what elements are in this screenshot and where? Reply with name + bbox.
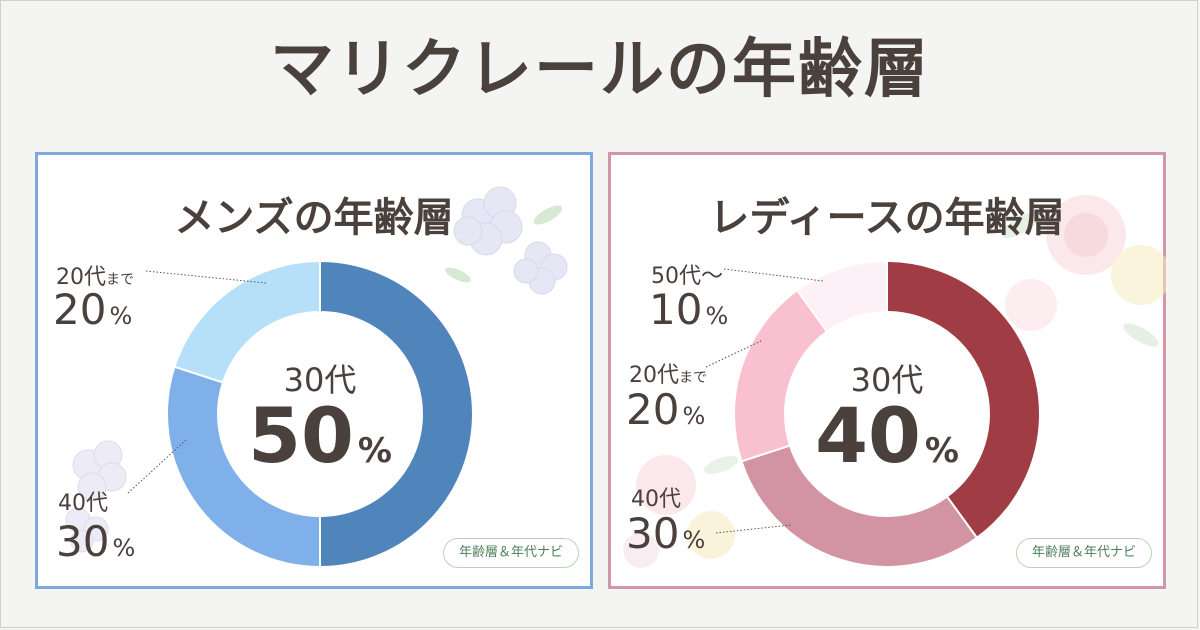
- ladies-label-50s-pct-unit: %: [705, 302, 729, 330]
- mens-leader-40s: [127, 439, 187, 494]
- mens-slice-3: [173, 259, 321, 384]
- mens-center-pct-value: 50: [248, 391, 354, 480]
- mens-label-40s-pct-unit: %: [112, 534, 136, 562]
- ladies-label-40s-age-text: 40代: [631, 487, 681, 512]
- ladies-label-40s-pct-value: 30: [626, 509, 680, 558]
- ladies-label-50s-pct: 10%: [649, 285, 728, 334]
- mens-slice-2: [166, 365, 321, 569]
- ladies-leader-40s: [715, 524, 792, 534]
- ladies-label-20s-age: 20代まで: [629, 357, 707, 389]
- ladies-slice-4: [795, 259, 888, 333]
- ladies-label-20s-pct-unit: %: [682, 402, 706, 430]
- mens-label-40s-pct: 30%: [56, 517, 135, 566]
- mens-label-40s-age: 40代: [58, 485, 108, 517]
- mens-panel: メンズの年齢層 30代 50% 20代まで 20% 40代 30% 年齢層＆年代…: [35, 152, 593, 589]
- ladies-label-40s-pct-unit: %: [682, 526, 706, 554]
- mens-leader-20s: [145, 270, 267, 284]
- mens-donut-chart: [166, 259, 474, 569]
- mens-panel-title: メンズの年齢層: [174, 195, 454, 241]
- ladies-slice-1: [886, 259, 1041, 540]
- ladies-label-50s-pct-value: 10: [649, 285, 703, 334]
- ladies-label-50s-age: 50代〜: [651, 258, 723, 290]
- ladies-slice-2: [740, 444, 979, 568]
- mens-center-pct-unit: %: [357, 431, 392, 471]
- ladies-leader-20s: [705, 339, 764, 368]
- mens-center-pct: 50%: [200, 391, 440, 480]
- mens-label-20s-pct: 20%: [53, 285, 132, 334]
- mens-label-20s-age: 20代まで: [56, 259, 134, 291]
- ladies-label-20s-age-text: 20代: [629, 363, 679, 388]
- ladies-label-20s-pct: 20%: [626, 385, 705, 434]
- ladies-label-20s-pct-value: 20: [626, 385, 680, 434]
- ladies-panel: レディースの年齢層 30代 40% 50代〜 10% 20代まで 20% 40代…: [608, 152, 1166, 589]
- flower-decoration: [623, 455, 739, 568]
- ladies-center-pct-unit: %: [924, 431, 959, 471]
- ladies-label-20s-age-suffix: まで: [679, 370, 707, 386]
- ladies-site-badge: 年齢層＆年代ナビ: [1016, 538, 1152, 568]
- flower-decoration: [445, 186, 568, 295]
- ladies-center-pct: 40%: [767, 391, 1007, 480]
- mens-label-20s-age-text: 20代: [56, 265, 106, 290]
- mens-center-age: 30代: [283, 361, 357, 399]
- ladies-leader-lines: [705, 268, 824, 534]
- ladies-donut-chart: [733, 259, 1041, 568]
- ladies-label-50s-age-text: 50代〜: [651, 264, 723, 289]
- mens-label-20s-age-suffix: まで: [106, 272, 134, 288]
- mens-label-20s-pct-value: 20: [53, 285, 107, 334]
- mens-label-40s-age-text: 40代: [58, 491, 108, 516]
- mens-site-badge: 年齢層＆年代ナビ: [443, 538, 579, 568]
- ladies-center-pct-value: 40: [815, 391, 921, 480]
- page-title: マリクレールの年齢層: [270, 33, 930, 107]
- mens-leader-lines: [127, 270, 267, 494]
- flower-decoration: [65, 440, 127, 553]
- mens-slice-1: [319, 259, 474, 569]
- mens-label-20s-pct-unit: %: [109, 302, 133, 330]
- ladies-label-40s-age: 40代: [631, 481, 681, 513]
- flower-decoration: [1001, 195, 1166, 347]
- ladies-leader-50s: [723, 268, 824, 282]
- ladies-label-40s-pct: 30%: [626, 509, 705, 558]
- ladies-center-age: 30代: [850, 361, 924, 399]
- mens-label-40s-pct-value: 30: [56, 517, 110, 566]
- ladies-panel-title: レディースの年齢層: [709, 195, 1065, 241]
